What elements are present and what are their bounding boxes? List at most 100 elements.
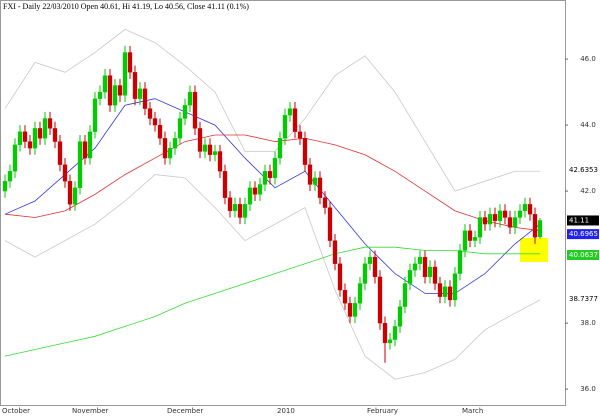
candle-body [412,263,418,271]
x-tick-label: March [462,407,483,415]
candle-body [112,85,118,106]
plot-border [0,0,566,406]
candle-body [22,131,28,142]
highlight-box [520,238,548,262]
candle-body [202,144,208,152]
price-label: 41.11 [569,216,589,224]
indicator-line [4,174,541,380]
candle-body [47,118,53,129]
price-label: 40.6965 [569,230,598,238]
y-tick-label: 38.0 [580,319,596,327]
candle-body [237,204,243,218]
candle-body [422,256,428,278]
candle-body [472,237,478,241]
candle-body [467,230,473,241]
candle-body [487,214,493,225]
candle-body [377,276,383,324]
candle-body [272,157,278,179]
candle-body [152,118,158,126]
indicator-line [4,134,541,232]
candle-body [292,108,298,132]
candle-body [222,171,228,198]
candle-body [357,283,363,304]
candle-body [12,144,18,172]
price-label-box [567,229,599,240]
candle-body [157,124,163,139]
candle-body [232,204,238,212]
candle-body [427,266,433,278]
candle-body [262,171,268,185]
candle-body [342,289,348,304]
candle-body [297,131,303,139]
candle-body [337,263,343,291]
candle-body [287,108,293,116]
candle-body [97,91,103,99]
candle-body [27,141,33,149]
candle-body [322,197,328,208]
candle-body [2,181,8,192]
candle-body [477,217,483,238]
candle-body [207,144,213,155]
candle-body [267,171,273,179]
y-tick-label: 44.0 [580,121,596,129]
candle-body [87,131,93,159]
candle-body [362,263,368,284]
candle-body [532,214,538,238]
candle-body [117,85,123,96]
price-label-box [567,215,599,226]
candle-body [367,256,373,264]
candle-body [437,283,443,297]
candle-body [517,210,523,218]
candle-body [302,138,308,165]
candle-body [537,220,543,238]
candle-body [462,230,468,251]
candle-body [127,52,133,73]
candle-body [172,138,178,149]
candle-body [307,164,313,185]
candle-body [57,141,63,165]
candle-body [392,326,398,340]
candle-body [252,187,258,195]
candle-body [137,88,143,99]
candle-body [352,303,358,317]
candle-body [147,108,153,119]
candle-body [452,273,458,301]
candle-body [327,207,333,241]
candle-body [522,204,528,212]
y-tick-label: 36.0 [580,385,596,393]
candle-body [527,204,533,215]
candle-body [397,306,403,327]
price-label-box [567,293,599,304]
candle-body [402,283,408,307]
candle-body [32,128,38,149]
candle-body [167,148,173,159]
candle-body [507,217,513,228]
candle-body [347,303,353,317]
candle-body [457,250,463,274]
candle-body [332,240,338,264]
candle-body [92,98,98,132]
candle-body [372,256,378,278]
candle-body [382,322,388,344]
chart-title: FXI - Daily 22/03/2010 Open 40.61, Hi 41… [3,2,249,11]
candle-body [257,184,263,195]
candle-body [162,138,168,159]
x-tick-label: December [167,407,203,415]
candle-body [502,210,508,218]
candle-body [247,187,253,205]
x-tick-label: February [367,407,398,415]
candle-body [492,214,498,221]
candle-body [142,88,148,109]
candle-body [177,118,183,139]
candle-body [227,197,233,212]
candle-body [62,164,68,182]
price-label: 38.7377 [569,295,598,303]
y-tick-label: 46.0 [580,55,596,63]
candle-body [212,151,218,155]
candle-body [37,128,43,139]
candle-body [42,118,48,139]
price-label-box [567,165,599,176]
candle-body [282,115,288,139]
candle-body [432,266,438,284]
